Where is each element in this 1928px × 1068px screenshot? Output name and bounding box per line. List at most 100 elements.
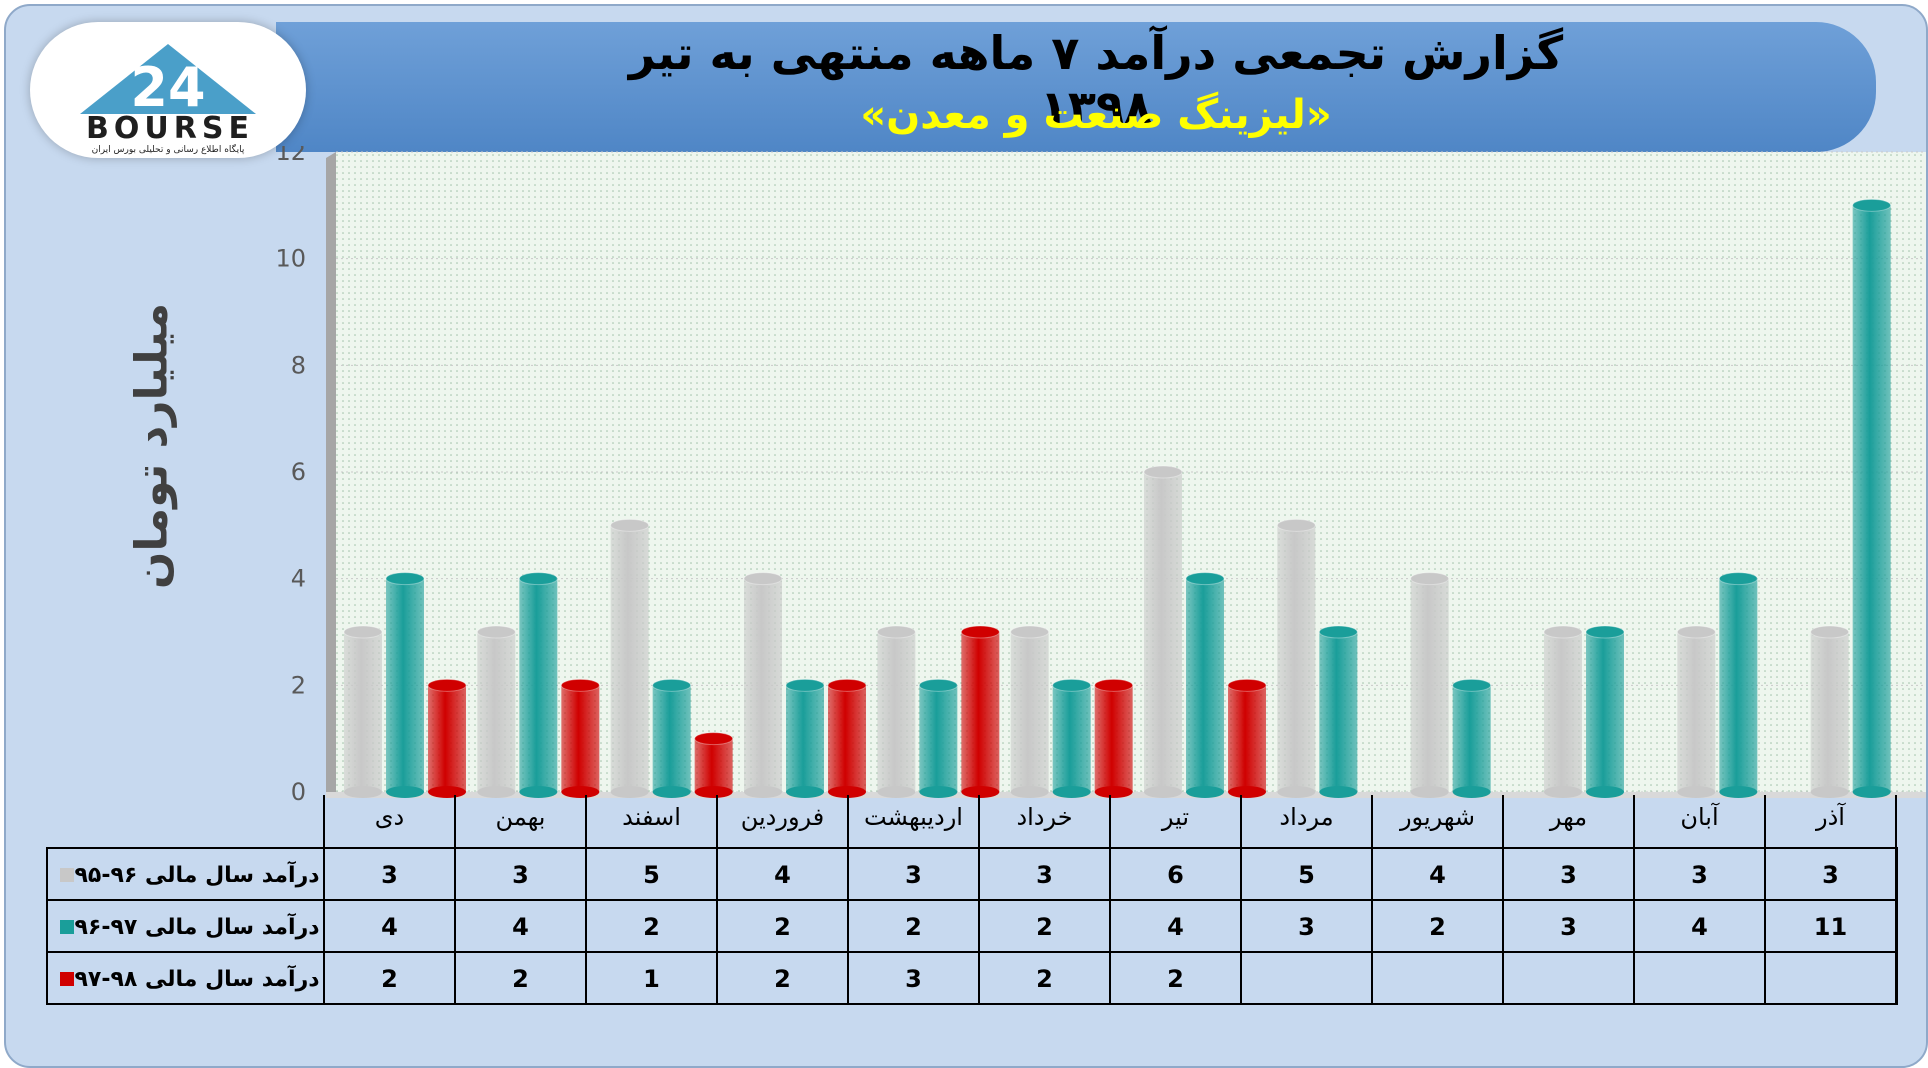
table-cell [1372, 953, 1503, 1005]
table-vline [716, 901, 718, 951]
bar-base [1319, 786, 1358, 798]
bar-top [610, 518, 650, 532]
bar [652, 685, 691, 792]
table-vline [323, 953, 325, 1003]
bar [1677, 632, 1716, 792]
y-axis-label-box: میلیارد تومان [102, 303, 202, 589]
bar-top [1143, 465, 1183, 479]
bar [1544, 632, 1582, 792]
table-vline [1240, 901, 1242, 951]
table-cell: 5 [1298, 861, 1315, 889]
bar-top [1318, 625, 1358, 639]
table-cell: 4 [774, 861, 791, 889]
bar-top [1410, 572, 1450, 586]
bar-top [343, 625, 383, 639]
legend-swatch [60, 920, 75, 934]
bar [1410, 578, 1449, 792]
table-vline [716, 849, 718, 899]
table-cell: 3 [1036, 861, 1053, 889]
table-vline [1502, 795, 1504, 847]
legend-swatch [60, 972, 75, 986]
bar [519, 578, 558, 792]
table-row: درآمد سال مالی ۹۷-۹۶ 4 4 2 2 2 2 4 3 2 3 4 11 [46, 899, 1898, 953]
bar-base [428, 786, 466, 798]
bar-base [477, 786, 516, 798]
bar-top [694, 732, 734, 746]
table-cell: 4 [1429, 861, 1446, 889]
bar [694, 738, 733, 792]
table-vline [847, 901, 849, 951]
logo-tagline: پایگاه اطلاع رسانی و تحلیلی بورس ایران [92, 143, 245, 155]
bar [1852, 205, 1891, 793]
table-vline [454, 849, 456, 899]
table-cell: 3 [512, 861, 529, 889]
table-vline [1633, 953, 1635, 1003]
table-row: درآمد سال مالی ۹۸-۹۷ 2 2 1 2 3 2 2 [46, 951, 1898, 1005]
table-vline [1764, 953, 1766, 1003]
bar [610, 525, 649, 792]
table-vline [323, 849, 325, 899]
table-vline [1633, 849, 1635, 899]
bar [1052, 685, 1091, 792]
table-cell: 2 [512, 965, 529, 993]
bar-base [610, 786, 649, 798]
logo-number: 24 [130, 56, 205, 119]
table-cell: 2 [1036, 965, 1053, 993]
table-vline [1633, 795, 1635, 847]
table-vline [1764, 901, 1766, 951]
series-label: درآمد سال مالی ۹۸-۹۷ [46, 953, 324, 1005]
table-vline [1240, 795, 1242, 847]
table-vline [1633, 901, 1635, 951]
bar-base [1010, 786, 1049, 798]
table-cell: 3 [905, 861, 922, 889]
bar [1452, 685, 1491, 792]
table-cell: 2 [774, 965, 791, 993]
bar-top [1718, 572, 1758, 586]
bar-base [1586, 786, 1624, 798]
bar-top [1094, 678, 1134, 692]
bar-top [1227, 678, 1267, 692]
table-cell: 2 [1036, 913, 1053, 941]
chart-frame: 24 BOURSE پایگاه اطلاع رسانی و تحلیلی بو… [4, 4, 1928, 1068]
table-vline [323, 901, 325, 951]
table-vline [847, 849, 849, 899]
bar-top [476, 625, 516, 639]
table-vline [1371, 953, 1373, 1003]
table-vline [716, 953, 718, 1003]
bar [1586, 632, 1624, 792]
title-banner [276, 22, 1876, 152]
series-name: درآمد سال مالی ۹۶-۹۵ [74, 862, 320, 888]
bar-base [786, 786, 824, 798]
series-label: درآمد سال مالی ۹۶-۹۵ [46, 849, 324, 901]
category-label: آبان [1680, 803, 1719, 831]
table-vline [1240, 953, 1242, 1003]
y-tick-label: 8 [291, 351, 306, 379]
table-vline [1764, 795, 1766, 847]
table-cell [1241, 953, 1372, 1005]
bar-top [1276, 518, 1316, 532]
bar [1810, 632, 1849, 792]
table-vline [585, 953, 587, 1003]
bar-base [694, 786, 733, 798]
table-cell: 3 [1560, 861, 1577, 889]
table-cell: 2 [381, 965, 398, 993]
table-vline [585, 795, 587, 847]
table-vline [1371, 849, 1373, 899]
bar-base [1452, 786, 1491, 798]
table-vline [716, 795, 718, 847]
bar [1186, 578, 1224, 792]
category-label: تیر [1161, 803, 1190, 831]
bar-base [561, 786, 600, 798]
bar-base [919, 786, 958, 798]
table-cell [1634, 953, 1765, 1005]
bar [428, 685, 466, 792]
bar-base [1228, 786, 1266, 798]
bar-base [344, 786, 382, 798]
table-cell: 2 [905, 913, 922, 941]
table-vline [1896, 953, 1898, 1003]
bar-base [1094, 786, 1133, 798]
chart-title: گزارش تجمعی درآمد ۷ ماهه منتهی به تیر ۱۳… [628, 26, 1564, 134]
table-cell: 3 [1822, 861, 1839, 889]
category-label: مهر [1549, 803, 1588, 831]
bar [744, 578, 782, 792]
